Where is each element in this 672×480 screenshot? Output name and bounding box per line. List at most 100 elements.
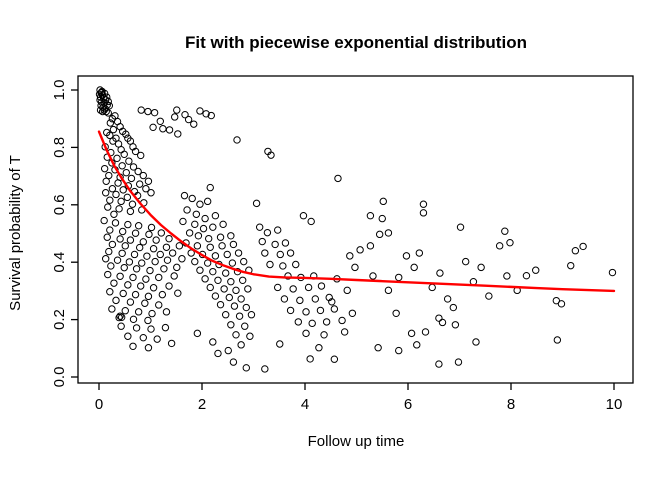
data-point [160, 265, 168, 273]
data-point [111, 219, 120, 227]
data-point [281, 239, 290, 247]
data-point [155, 273, 163, 282]
data-point [162, 243, 171, 251]
data-point [104, 97, 112, 106]
data-point [102, 177, 110, 185]
data-point [435, 360, 443, 368]
data-point [106, 196, 114, 204]
data-point [316, 306, 325, 315]
data-point [101, 189, 110, 197]
data-point [106, 288, 114, 296]
data-point [454, 358, 463, 366]
data-point [134, 222, 143, 230]
data-point [159, 125, 167, 133]
data-point [144, 316, 152, 325]
data-point [351, 263, 359, 272]
data-point [495, 242, 504, 250]
data-point [211, 292, 220, 300]
data-point [320, 331, 328, 339]
data-point [158, 290, 167, 299]
data-point [225, 293, 233, 302]
data-point [263, 228, 272, 237]
x-tick-label: 10 [606, 396, 623, 413]
data-point [191, 220, 199, 229]
data-point [144, 107, 152, 116]
data-point [224, 346, 232, 355]
data-point [101, 255, 110, 263]
data-point [180, 191, 189, 200]
data-point [252, 199, 261, 208]
data-point [124, 220, 132, 229]
data-point [292, 260, 300, 269]
data-point [449, 303, 458, 312]
data-point [190, 120, 198, 128]
data-point [187, 249, 195, 257]
data-point [340, 328, 349, 336]
data-point [302, 308, 310, 316]
x-tick-label: 6 [404, 396, 412, 413]
data-point [375, 230, 384, 239]
data-point [199, 224, 208, 233]
data-point [289, 285, 297, 293]
data-point [124, 281, 132, 289]
data-point [134, 308, 143, 316]
data-point [142, 275, 150, 283]
data-point [302, 329, 310, 338]
data-point [115, 313, 123, 322]
data-point [229, 358, 238, 366]
data-point [165, 126, 174, 134]
data-point [280, 295, 289, 303]
data-point [124, 332, 132, 340]
data-point [346, 252, 354, 260]
data-point [132, 324, 141, 332]
data-point [149, 284, 158, 292]
data-point [175, 242, 184, 250]
fit-line [97, 130, 616, 293]
data-point [306, 355, 314, 363]
data-point [122, 168, 130, 177]
data-point [216, 233, 225, 241]
data-point [139, 238, 147, 246]
data-point [165, 234, 173, 243]
data-point [105, 247, 113, 256]
data-point [129, 163, 138, 171]
data-point [138, 259, 146, 267]
data-point [286, 306, 295, 315]
data-point [206, 283, 214, 292]
data-point [421, 328, 430, 336]
data-point [144, 344, 153, 352]
data-point [392, 309, 400, 317]
data-point [214, 276, 222, 284]
data-point [121, 307, 129, 315]
data-point [443, 295, 452, 303]
data-point [196, 107, 204, 115]
data-point [334, 174, 342, 183]
data-point [274, 226, 282, 234]
data-point [139, 333, 147, 342]
data-point [129, 342, 137, 350]
data-point [163, 256, 172, 264]
data-point [196, 266, 204, 274]
data-point [211, 212, 220, 220]
data-point [131, 229, 140, 237]
data-point [214, 349, 222, 358]
data-point [407, 329, 416, 338]
data-point [147, 223, 156, 232]
data-point [227, 321, 235, 329]
data-point [227, 278, 235, 286]
data-point [229, 240, 238, 249]
data-point [152, 236, 160, 244]
data-point [234, 249, 243, 257]
data-point [114, 179, 122, 187]
data-point [119, 289, 127, 298]
data-point [126, 298, 135, 306]
data-point [156, 250, 164, 259]
data-point [221, 311, 230, 319]
data-point [193, 242, 202, 250]
data-point [131, 147, 140, 156]
data-point [472, 338, 480, 346]
data-point [503, 272, 511, 280]
data-point [143, 252, 151, 260]
data-point [456, 223, 465, 231]
data-point [117, 197, 125, 206]
